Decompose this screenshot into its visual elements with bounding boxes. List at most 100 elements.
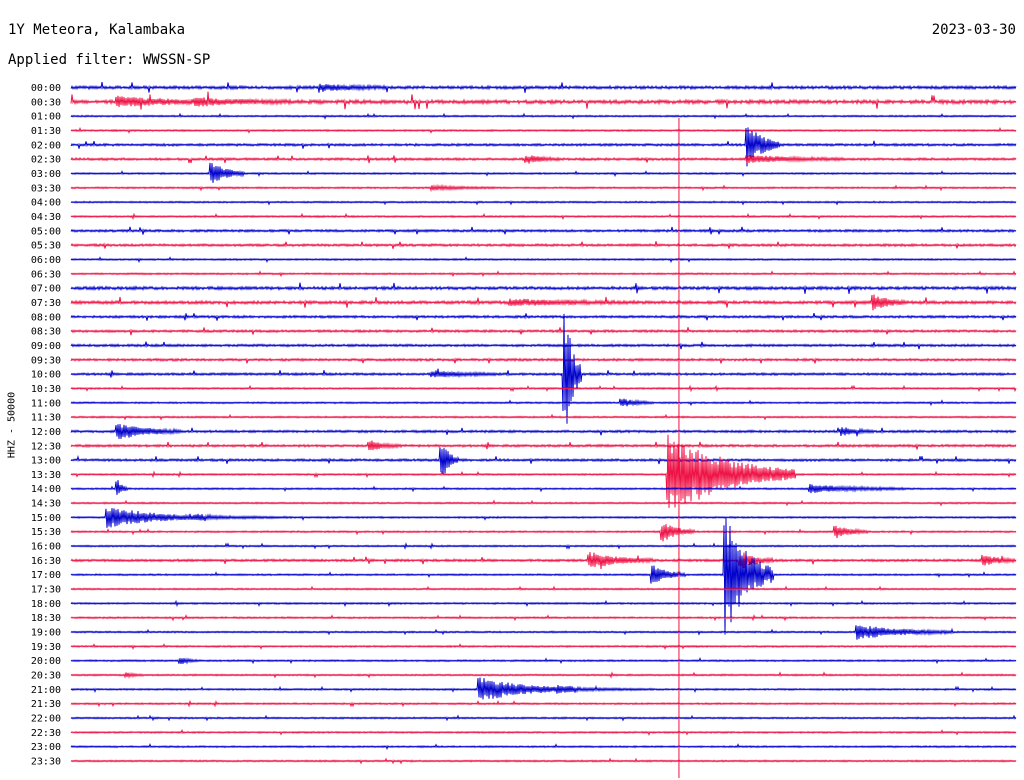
trace-row	[70, 625, 1017, 640]
trace-row	[70, 424, 1017, 439]
trace-row	[70, 154, 1017, 164]
trace-row	[70, 757, 1017, 765]
row-time-label: 05:00	[31, 226, 61, 237]
row-time-label: 10:00	[31, 370, 61, 381]
row-time-label: 11:00	[31, 398, 61, 409]
trace-row	[70, 480, 1017, 495]
trace-row	[70, 256, 1017, 264]
row-time-label: 02:30	[31, 155, 61, 166]
row-time-label: 06:00	[31, 255, 61, 266]
trace-row	[70, 499, 1017, 507]
trace-row	[70, 434, 1017, 508]
trace-row	[70, 294, 1017, 311]
trace-row	[70, 585, 1017, 591]
date-label: 2023-03-30	[931, 22, 1016, 38]
row-time-label: 17:00	[31, 570, 61, 581]
trace-row	[70, 183, 1017, 193]
trace-row	[70, 728, 1017, 736]
trace-row	[70, 327, 1017, 336]
trace-row	[70, 524, 1017, 542]
filter-label: Applied filter: WWSSN-SP	[8, 52, 211, 68]
row-time-label: 18:00	[31, 599, 61, 610]
row-time-label: 10:30	[31, 384, 61, 395]
trace-row	[70, 282, 1017, 294]
trace-row	[70, 542, 1017, 550]
row-time-label: 09:00	[31, 341, 61, 352]
row-time-label: 01:00	[31, 112, 61, 123]
trace-row	[70, 127, 1017, 167]
trace-row	[70, 614, 1017, 622]
row-time-label: 00:30	[31, 97, 61, 108]
trace-row	[70, 447, 1017, 475]
trace-row	[70, 384, 1017, 393]
station-title: 1Y Meteora, Kalambaka	[8, 22, 186, 38]
trace-row	[70, 671, 1017, 679]
trace-row	[70, 312, 1017, 321]
row-time-label: 12:30	[31, 441, 61, 452]
row-time-label: 07:30	[31, 298, 61, 309]
row-time-label: 14:30	[31, 499, 61, 510]
trace-row	[70, 126, 1017, 134]
row-time-label: 23:30	[31, 757, 61, 768]
row-time-label: 22:00	[31, 714, 61, 725]
row-time-label: 17:30	[31, 585, 61, 596]
trace-row	[70, 657, 1017, 665]
row-time-label: 03:00	[31, 169, 61, 180]
trace-row	[70, 212, 1017, 221]
row-time-label: 19:00	[31, 628, 61, 639]
row-time-label: 16:30	[31, 556, 61, 567]
row-time-label: 14:00	[31, 484, 61, 495]
row-time-label: 00:00	[31, 83, 61, 94]
row-time-label: 13:00	[31, 456, 61, 467]
row-time-label: 06:30	[31, 269, 61, 280]
row-time-label: 20:30	[31, 671, 61, 682]
trace-row	[70, 714, 1017, 722]
row-time-label: 13:30	[31, 470, 61, 481]
trace-row	[70, 200, 1017, 206]
trace-row	[70, 398, 1017, 407]
row-time-label: 05:30	[31, 241, 61, 252]
trace-row	[70, 91, 1017, 110]
row-time-label: 07:00	[31, 284, 61, 295]
row-time-label: 22:30	[31, 728, 61, 739]
row-time-label: 08:30	[31, 327, 61, 338]
trace-row	[70, 226, 1017, 235]
row-time-label: 08:00	[31, 312, 61, 323]
row-time-label: 03:30	[31, 183, 61, 194]
trace-row	[70, 599, 1017, 608]
trace-row	[70, 518, 1017, 635]
row-time-label: 19:30	[31, 642, 61, 653]
trace-row	[70, 508, 1017, 528]
trace-row	[70, 643, 1017, 651]
row-time-label: 20:00	[31, 656, 61, 667]
row-time-label: 12:00	[31, 427, 61, 438]
row-time-label: 02:00	[31, 140, 61, 151]
row-time-label: 15:00	[31, 513, 61, 524]
trace-row	[70, 241, 1017, 249]
row-time-label: 15:30	[31, 527, 61, 538]
row-time-label: 04:00	[31, 198, 61, 209]
trace-row	[70, 440, 1017, 451]
trace-row	[70, 341, 1017, 350]
row-time-label: 09:30	[31, 355, 61, 366]
row-time-label: 01:30	[31, 126, 61, 137]
trace-row	[70, 112, 1017, 120]
trace-row	[70, 552, 1017, 569]
trace-row	[70, 313, 1017, 424]
row-time-label: 16:00	[31, 542, 61, 553]
row-time-label: 21:00	[31, 685, 61, 696]
trace-row	[70, 677, 1017, 700]
row-time-label: 18:30	[31, 613, 61, 624]
trace-row	[70, 699, 1017, 708]
trace-row	[70, 743, 1017, 751]
row-time-label: 04:30	[31, 212, 61, 223]
trace-row	[70, 357, 1017, 364]
row-time-label: 11:30	[31, 413, 61, 424]
trace-row	[70, 82, 1017, 93]
trace-row	[70, 162, 1017, 183]
trace-row	[70, 270, 1017, 278]
trace-row	[70, 413, 1017, 421]
row-time-label: 23:00	[31, 742, 61, 753]
row-time-label: 21:30	[31, 699, 61, 710]
